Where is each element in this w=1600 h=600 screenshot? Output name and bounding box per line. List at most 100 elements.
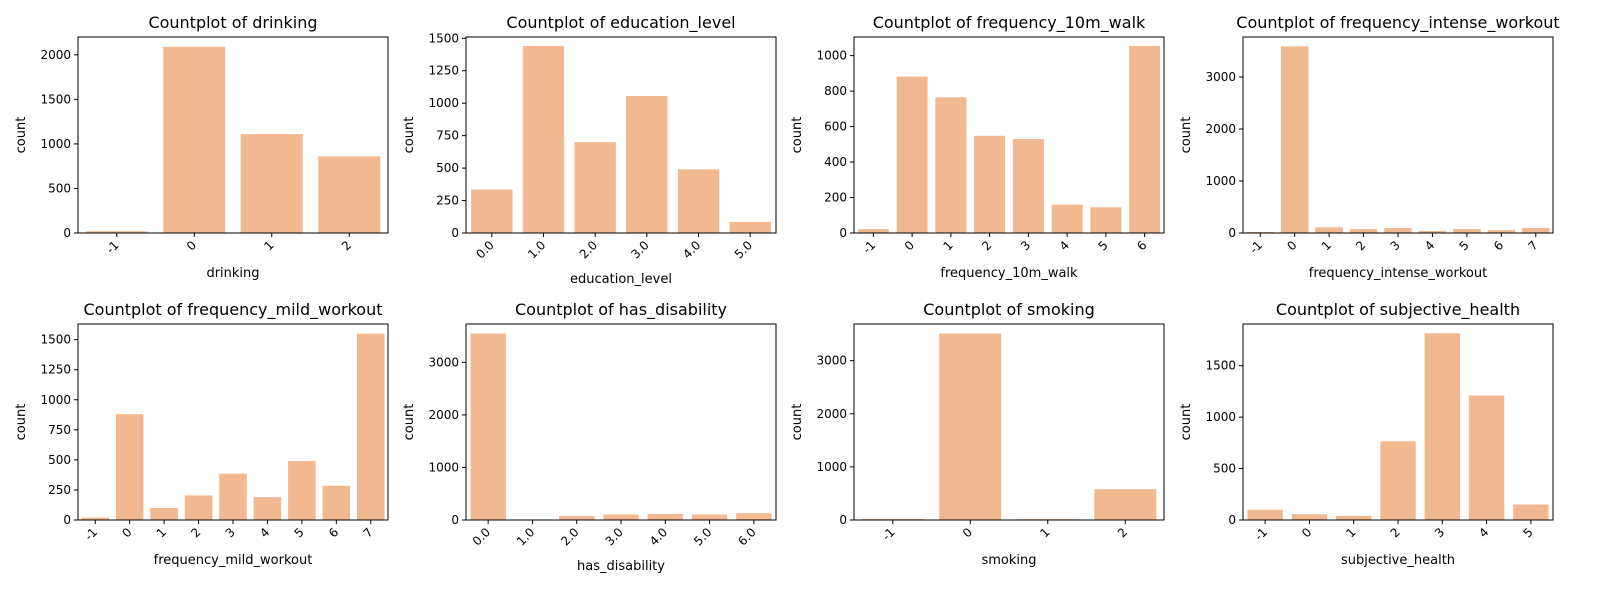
bar-0: [896, 76, 928, 233]
bar-1: [1336, 515, 1372, 520]
x-tick-label: 0.0: [473, 238, 496, 261]
x-tick-label: 0: [1299, 525, 1314, 540]
chart-8: 0 500 1000 1500 -1 0 1 2 3 4 5 Countplot of subject…: [1179, 300, 1554, 568]
y-tick-label: 1500: [40, 333, 71, 347]
x-tick-label: -1: [82, 525, 100, 543]
x-tick-label: 0: [1284, 238, 1299, 253]
y-tick-label: 500: [48, 181, 71, 195]
x-tick-label: 3.0: [603, 525, 626, 548]
chart-title: Countplot of frequency_mild_workout: [83, 300, 382, 320]
chart-5: 0 250 500 750 1000 1250 1500 -1 0 1 2 3 4 5 6 7 Countplo…: [14, 300, 389, 568]
chart-title: Countplot of smoking: [923, 300, 1095, 319]
y-tick-label: 1500: [428, 31, 459, 45]
y-tick-label: 2000: [428, 408, 459, 422]
bar-4.0: [677, 169, 720, 233]
bar-0: [163, 46, 226, 233]
x-tick-label: 1: [941, 238, 956, 253]
x-tick-label: 0: [119, 525, 134, 540]
x-tick-label: 0: [184, 238, 199, 253]
y-tick-label: 500: [436, 161, 459, 175]
axes-frame: [465, 36, 777, 234]
bar--1: [861, 518, 924, 520]
x-tick-label: 5: [1521, 525, 1536, 540]
x-tick-label: 6.0: [735, 525, 758, 548]
x-tick-label: 4: [1422, 238, 1437, 253]
x-tick-label: 0: [960, 525, 975, 540]
bar--1: [81, 517, 109, 520]
chart-4: 0 1000 2000 3000 -1 0 1 2 3 4 5 6 7 Countplot of freq…: [1179, 13, 1560, 281]
x-axis-label: frequency_mild_workout: [154, 553, 313, 568]
x-tick-label: -1: [1247, 238, 1265, 256]
y-tick-label: 400: [824, 155, 847, 169]
bar-5: [1090, 207, 1122, 233]
y-tick-label: 3000: [1205, 70, 1236, 84]
bar-5: [1453, 229, 1481, 233]
x-tick-label: 4.0: [680, 238, 703, 261]
bar-0: [115, 414, 144, 520]
x-axis-label: education_level: [570, 272, 672, 287]
y-axis-label: count: [14, 117, 29, 154]
y-tick-label: 1000: [1205, 410, 1236, 424]
bar-6: [322, 485, 351, 520]
y-axis-label: count: [402, 404, 417, 441]
x-axis-label: smoking: [981, 553, 1036, 568]
x-tick-label: 0.0: [470, 525, 493, 548]
chart-title: Countplot of frequency_intense_workout: [1236, 13, 1559, 33]
y-tick-label: 1250: [428, 64, 459, 78]
bar-3: [1424, 333, 1460, 520]
x-tick-label: 2: [1115, 525, 1130, 540]
y-tick-label: 250: [436, 194, 459, 208]
axes-frame: [853, 323, 1165, 521]
bar-0.0: [470, 333, 506, 520]
bar-3: [1384, 228, 1412, 233]
bar-7: [1522, 228, 1550, 233]
x-tick-label: 2: [979, 238, 994, 253]
y-tick-label: 800: [824, 84, 847, 98]
x-tick-label: 2.0: [577, 238, 600, 261]
bar-2: [1380, 441, 1416, 520]
bar-4: [1418, 230, 1447, 233]
y-tick-label: 2000: [816, 407, 847, 421]
bar--1: [857, 229, 889, 233]
bar-2: [184, 495, 213, 520]
x-tick-label: 4: [1057, 238, 1072, 253]
x-axis-label: subjective_health: [1341, 553, 1455, 568]
bar-0: [1291, 514, 1328, 520]
x-tick-label: 3.0: [628, 238, 651, 261]
x-tick-label: -1: [860, 238, 878, 256]
bar-3: [1012, 138, 1044, 233]
y-tick-label: 1000: [428, 96, 459, 110]
y-axis-label: count: [790, 404, 805, 441]
bar-2: [318, 156, 381, 233]
x-tick-label: 6: [1134, 238, 1149, 253]
x-tick-label: 3: [223, 525, 238, 540]
y-tick-label: 500: [1213, 462, 1236, 476]
y-axis-label: count: [1179, 117, 1194, 154]
x-tick-label: 3: [1432, 525, 1447, 540]
y-axis-label: count: [402, 117, 417, 154]
bar-1: [935, 97, 967, 233]
chart-title: Countplot of subjective_health: [1276, 300, 1520, 320]
chart-2: 0 250 500 750 1000 1250 1500 0.0 1.0 2.0 3.0 4.0 5.0…: [402, 13, 777, 287]
y-tick-label: 0: [451, 226, 459, 240]
y-tick-label: 1500: [1205, 359, 1236, 373]
x-tick-label: 3: [1388, 238, 1403, 253]
y-tick-label: 1000: [40, 137, 71, 151]
bar--1: [1246, 231, 1274, 233]
x-tick-label: 1: [1319, 238, 1334, 253]
bar-3.0: [603, 514, 639, 520]
bar-0: [939, 333, 1002, 520]
x-tick-label: 3: [1018, 238, 1033, 253]
x-tick-label: -1: [103, 238, 121, 256]
bar--1: [85, 231, 148, 233]
bar-5: [1513, 504, 1549, 520]
axes-frame: [465, 323, 777, 521]
bar-6: [1129, 45, 1161, 234]
chart-title: Countplot of has_disability: [515, 300, 727, 320]
y-axis-label: count: [14, 404, 29, 441]
x-tick-label: 1: [1037, 525, 1052, 540]
bar-0: [1280, 46, 1309, 233]
bar-0.0: [471, 189, 513, 233]
bar-4.0: [647, 513, 683, 520]
